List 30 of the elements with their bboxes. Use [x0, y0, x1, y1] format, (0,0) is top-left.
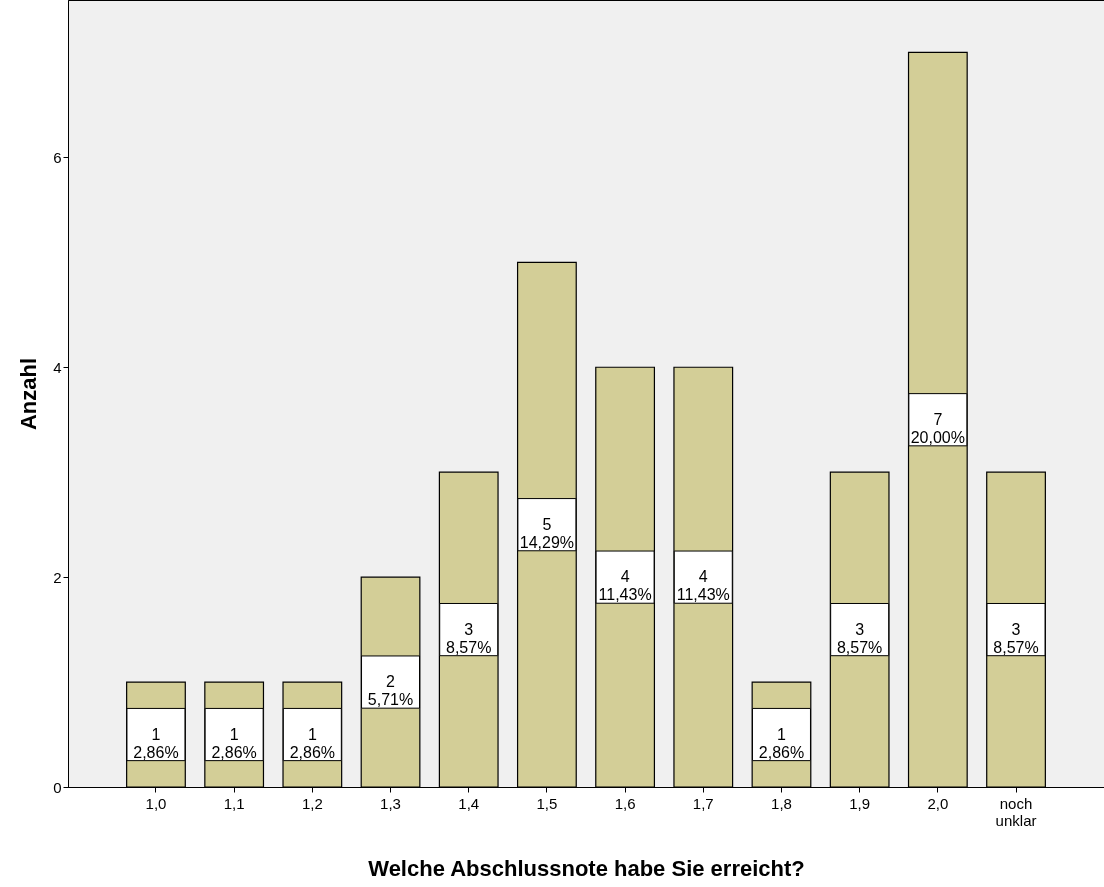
- data-label: 3 8,57%: [993, 620, 1039, 656]
- x-tick-label: noch unklar: [995, 794, 1037, 829]
- y-tick-label: 0: [53, 778, 62, 796]
- x-tick-label: 1,4: [458, 794, 480, 812]
- data-label: 7 20,00%: [910, 410, 965, 446]
- x-tick-label: 1,5: [536, 794, 558, 812]
- x-tick-label: 1,6: [614, 794, 636, 812]
- x-tick-label: 1,0: [145, 794, 167, 812]
- y-tick-label: 2: [53, 568, 62, 586]
- x-tick-label: 1,1: [223, 794, 245, 812]
- data-label: 4 11,43%: [598, 568, 652, 604]
- data-label: 2 5,71%: [367, 673, 414, 709]
- data-label: 4 11,43%: [676, 568, 730, 604]
- x-axis-title: Welche Abschlussnote habe Sie erreicht?: [368, 855, 805, 881]
- data-label: 1 2,86%: [289, 725, 336, 761]
- data-label: 1 2,86%: [758, 725, 805, 761]
- y-tick-label: 6: [53, 148, 62, 166]
- x-tick-label: 1,8: [771, 794, 792, 812]
- data-label: 3 8,57%: [446, 620, 492, 656]
- data-label: 1 2,86%: [211, 725, 257, 761]
- data-label: 1 2,86%: [133, 725, 179, 761]
- x-tick-label: 1,2: [301, 794, 323, 812]
- y-axis-title: Anzahl: [16, 357, 42, 431]
- y-tick-label: 4: [53, 358, 62, 376]
- data-label: 3 8,57%: [836, 620, 883, 656]
- data-label: 5 14,29%: [519, 515, 575, 551]
- x-tick-label: 2,0: [927, 794, 949, 812]
- x-tick-label: 1,7: [692, 794, 714, 812]
- x-tick-label: 1,9: [849, 794, 871, 812]
- x-tick-label: 1,3: [380, 794, 401, 812]
